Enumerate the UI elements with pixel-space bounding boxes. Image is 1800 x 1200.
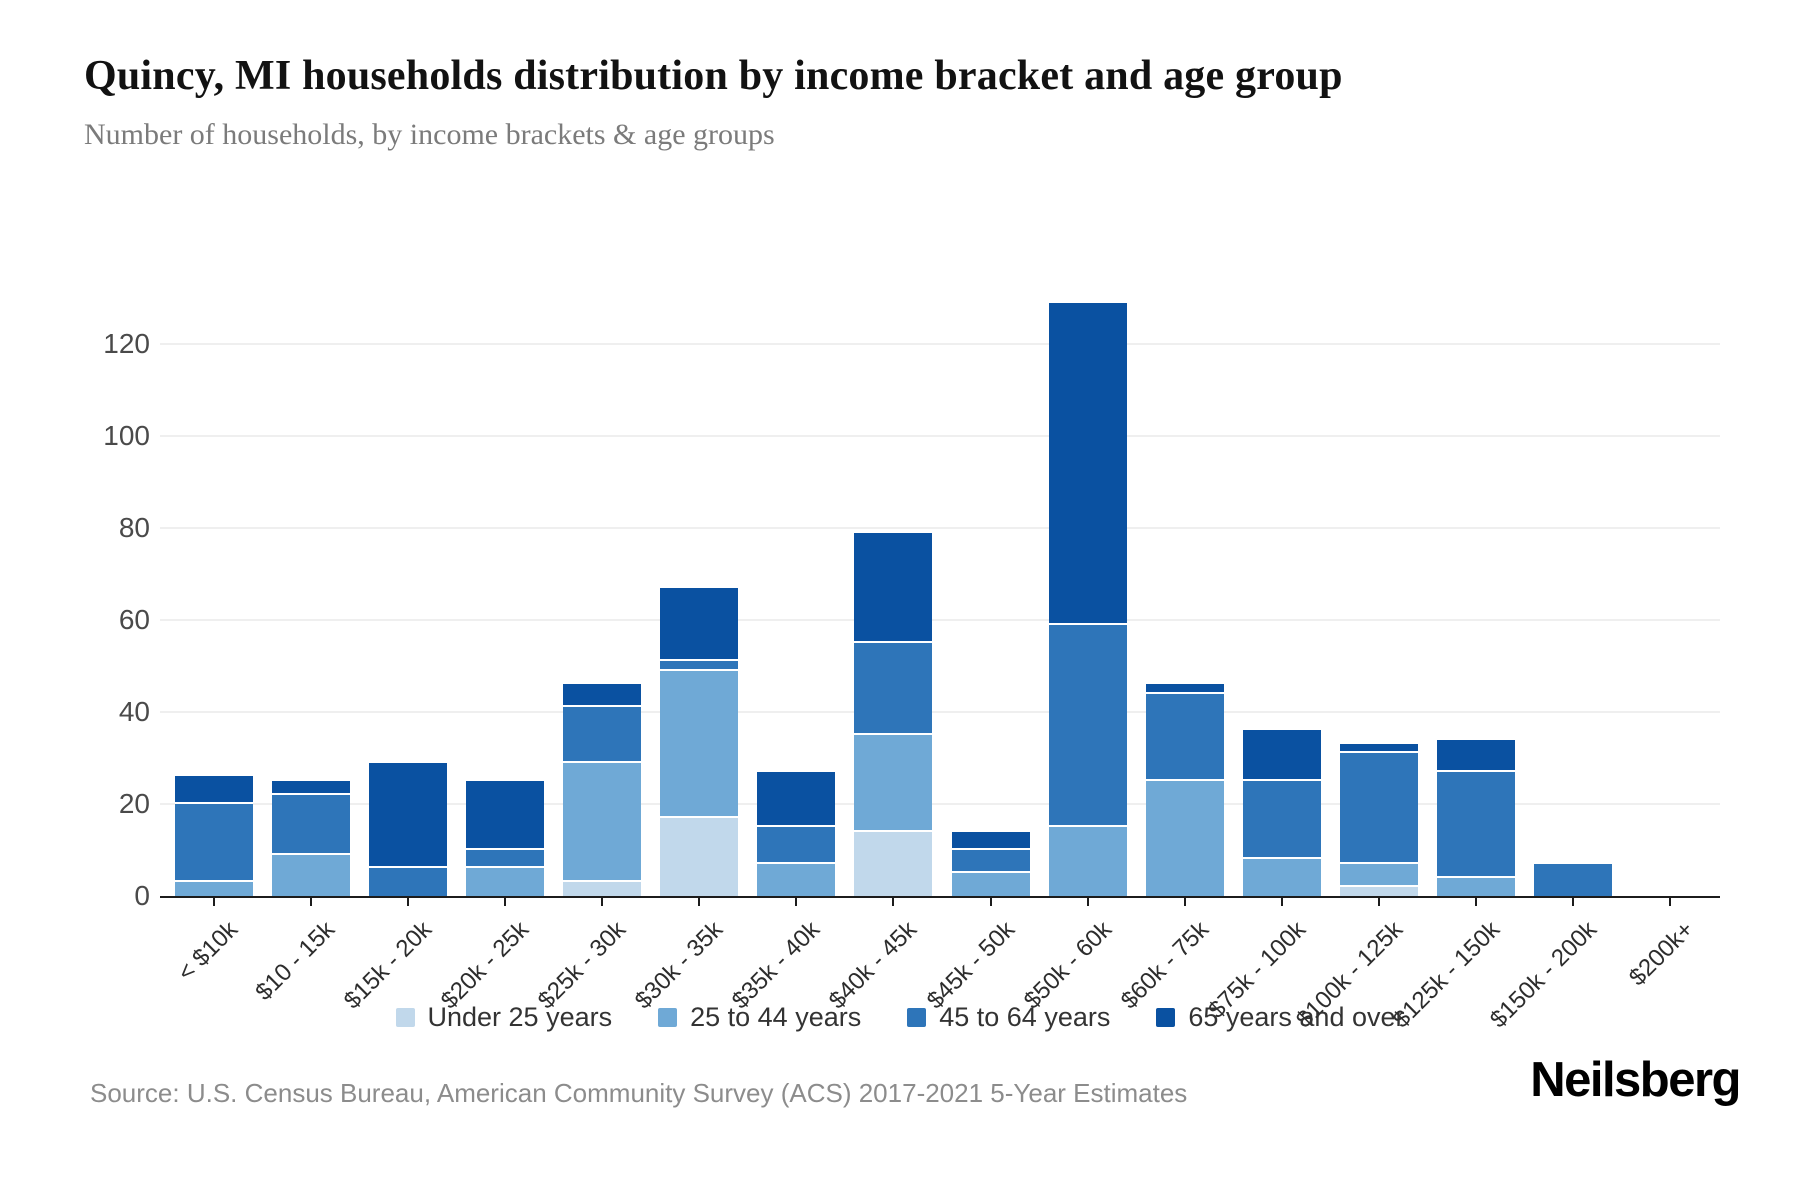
page-subtitle: Number of households, by income brackets…	[84, 118, 775, 151]
bar-segment[interactable]	[951, 831, 1030, 850]
y-axis-tick-label: 60	[118, 604, 150, 635]
bar-segment[interactable]	[1145, 684, 1224, 694]
bar-segment[interactable]	[1340, 886, 1419, 896]
x-axis-tick	[601, 898, 604, 906]
bar-segment[interactable]	[854, 643, 933, 735]
x-axis-tick	[1183, 898, 1186, 906]
y-axis-tick-label: 0	[134, 880, 150, 911]
bar-segment[interactable]	[368, 868, 447, 896]
bar-segment[interactable]	[1145, 693, 1224, 781]
bar-segment[interactable]	[1048, 624, 1127, 827]
bar-segment[interactable]	[1048, 302, 1127, 625]
brand-logo[interactable]: Neilsberg	[1530, 1053, 1741, 1107]
bar-segment[interactable]	[174, 882, 253, 896]
legend-swatch	[395, 1008, 415, 1027]
bar-segment[interactable]	[757, 863, 836, 896]
bar-segment[interactable]	[660, 817, 739, 896]
x-axis-line	[160, 896, 1720, 898]
bar-segment[interactable]	[1340, 753, 1419, 864]
bar-segment[interactable]	[174, 776, 253, 804]
bar-segment[interactable]	[951, 873, 1030, 896]
bar-segment[interactable]	[1048, 827, 1127, 896]
legend-swatch	[658, 1008, 678, 1027]
bar-segment[interactable]	[854, 735, 933, 832]
gridline	[160, 527, 1720, 529]
bar-segment[interactable]	[757, 827, 836, 864]
x-axis-tick	[1378, 898, 1381, 906]
x-axis-tick	[1572, 898, 1575, 906]
bar-segment[interactable]	[368, 762, 447, 869]
bar-segment[interactable]	[660, 661, 739, 671]
legend: Under 25 years 25 to 44 years 45 to 64 yea…	[0, 1002, 1800, 1033]
bar-segment[interactable]	[271, 794, 350, 855]
bar-segment[interactable]	[465, 850, 544, 869]
bar-segment[interactable]	[1242, 859, 1321, 896]
x-axis-tick	[1086, 898, 1089, 906]
y-axis-tick-label: 120	[103, 328, 150, 359]
y-axis-tick-label: 80	[118, 512, 150, 543]
bar-segment[interactable]	[1437, 877, 1516, 896]
x-axis-tick	[1669, 898, 1672, 906]
bar-segment[interactable]	[465, 781, 544, 850]
x-axis-tick	[406, 898, 409, 906]
bar-segment[interactable]	[1242, 730, 1321, 781]
x-axis-tick	[698, 898, 701, 906]
bar-segment[interactable]	[1145, 781, 1224, 896]
legend-label: 25 to 44 years	[690, 1002, 862, 1032]
bar-segment[interactable]	[1242, 781, 1321, 860]
bar-segment[interactable]	[1340, 744, 1419, 754]
source-text: Source: U.S. Census Bureau, American Com…	[90, 1078, 1188, 1108]
x-axis-tick	[795, 898, 798, 906]
bar-segment[interactable]	[1437, 771, 1516, 878]
legend-item[interactable]: 45 to 64 years	[907, 1002, 1110, 1033]
gridline	[160, 803, 1720, 805]
bar-segment[interactable]	[271, 781, 350, 795]
legend-label: 45 to 64 years	[939, 1002, 1111, 1032]
x-axis-tick	[309, 898, 312, 906]
legend-swatch	[1156, 1008, 1176, 1027]
x-axis-tick	[989, 898, 992, 906]
legend-item[interactable]: Under 25 years	[395, 1002, 613, 1033]
page-title: Quincy, MI households distribution by in…	[84, 53, 1343, 99]
legend-item[interactable]: 65 years and over	[1156, 1002, 1405, 1033]
bar-segment[interactable]	[563, 684, 642, 708]
bar-segment[interactable]	[660, 670, 739, 818]
gridline	[160, 711, 1720, 713]
legend-swatch	[907, 1008, 927, 1027]
bar-segment[interactable]	[174, 804, 253, 883]
bar-segment[interactable]	[563, 762, 642, 883]
bar-segment[interactable]	[951, 850, 1030, 873]
x-axis-tick	[1280, 898, 1283, 906]
bar-segment[interactable]	[563, 707, 642, 763]
y-axis-tick-label: 20	[118, 788, 150, 819]
bar-segment[interactable]	[1340, 863, 1419, 887]
bar-segment[interactable]	[757, 771, 836, 827]
x-axis-tick	[212, 898, 215, 906]
gridline	[160, 619, 1720, 621]
bar-segment[interactable]	[465, 868, 544, 896]
legend-label: Under 25 years	[427, 1002, 613, 1032]
x-axis-tick	[1475, 898, 1478, 906]
y-axis-tick-label: 40	[118, 696, 150, 727]
bar-segment[interactable]	[854, 831, 933, 896]
bar-segment[interactable]	[271, 854, 350, 896]
legend-item[interactable]: 25 to 44 years	[658, 1002, 861, 1033]
x-axis-tick	[503, 898, 506, 906]
x-axis-tick	[892, 898, 895, 906]
y-axis-tick-label: 100	[103, 420, 150, 451]
legend-label: 65 years and over	[1188, 1002, 1405, 1032]
bar-segment[interactable]	[1437, 739, 1516, 772]
bar-segment[interactable]	[854, 532, 933, 643]
bar-segment[interactable]	[563, 882, 642, 896]
gridline	[160, 435, 1720, 437]
gridline	[160, 343, 1720, 345]
bar-segment[interactable]	[1534, 863, 1613, 896]
bar-segment[interactable]	[660, 587, 739, 662]
